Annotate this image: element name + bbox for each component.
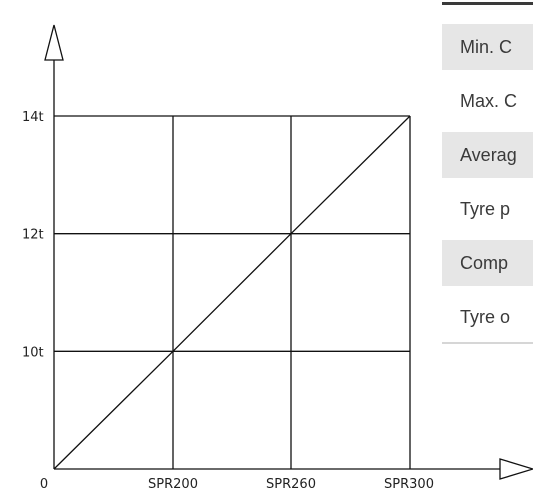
spec-table-row: Tyre o: [460, 307, 511, 327]
chart-series: [53, 115, 411, 470]
spec-table-row: Averag: [442, 132, 533, 178]
spec-table-row: Max. C: [460, 91, 518, 111]
spec-table-row: Tyre p: [460, 199, 511, 219]
y-tick-label-12t: 12t: [22, 228, 44, 243]
spec-table-row: Comp: [442, 240, 533, 286]
chart-grid: [54, 115, 411, 469]
spec-table-row: Min. C: [442, 24, 533, 70]
x-tick-label-spr200: SPR200: [148, 477, 198, 490]
x-tick-label-spr260: SPR260: [266, 477, 316, 490]
y-tick-label-14t: 14t: [22, 110, 44, 125]
spec-table-top-rule: [442, 2, 533, 5]
chart-axes: [44, 24, 533, 480]
x-tick-label-0: 0: [40, 477, 48, 490]
spec-table: Min. C Max. C Averag Tyre p Comp Tyre o: [442, 0, 533, 344]
y-axis-arrow: [44, 24, 64, 61]
chart-tick-labels: 10t 12t 14t 0 SPR200 SPR260 SPR300: [22, 110, 434, 490]
x-axis-arrow: [499, 458, 533, 480]
y-tick-label-10t: 10t: [22, 345, 44, 360]
x-tick-label-spr300: SPR300: [384, 477, 434, 490]
series-line-0: [53, 115, 411, 470]
